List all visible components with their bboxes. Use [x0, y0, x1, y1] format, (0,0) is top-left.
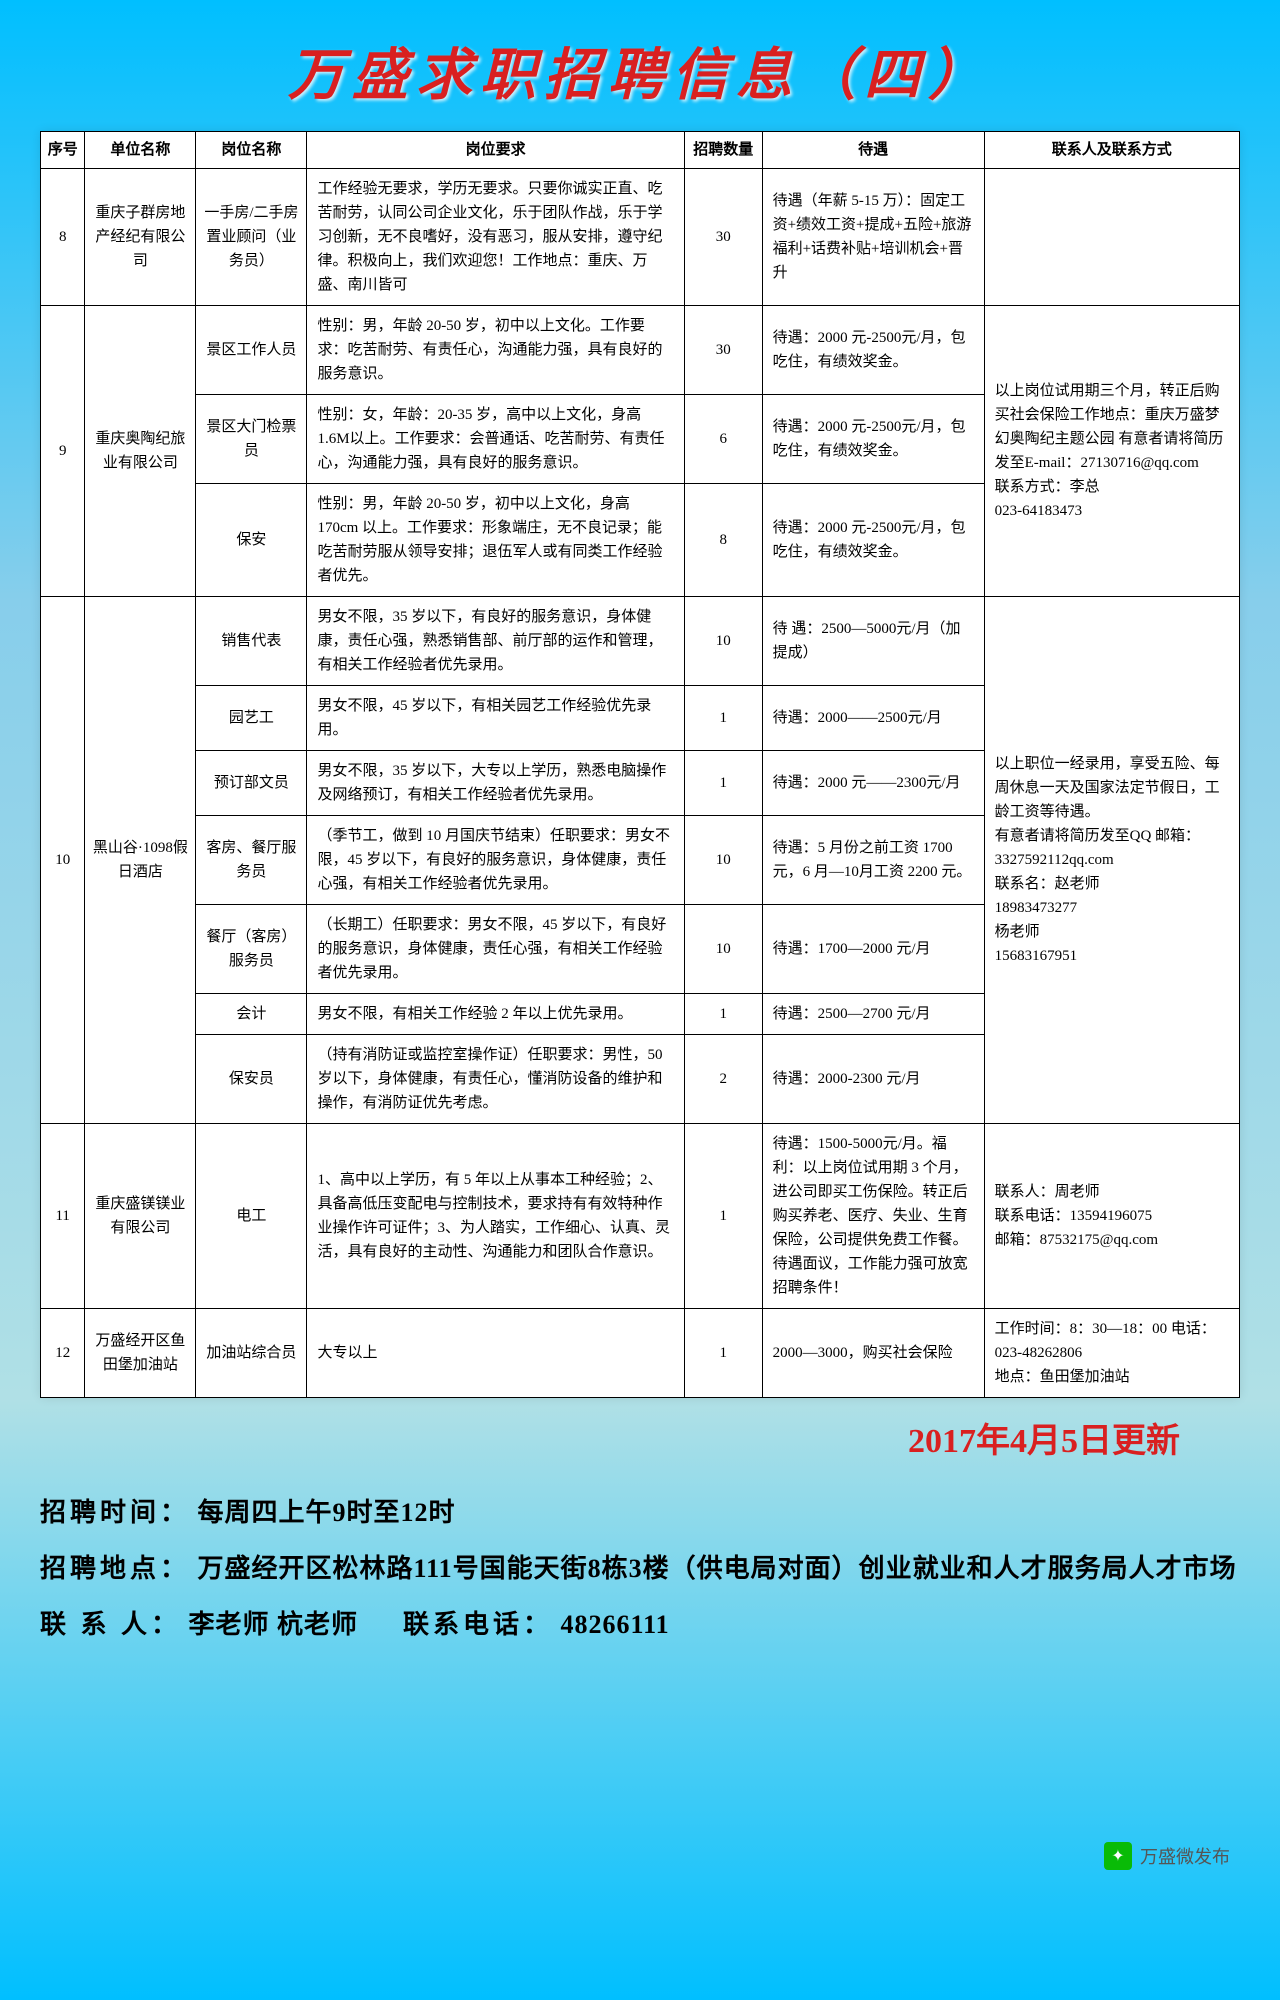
table-cell: 1	[684, 994, 762, 1035]
table-cell: 工作经验无要求，学历无要求。只要你诚实正直、吃苦耐劳，认同公司企业文化，乐于团队…	[307, 169, 684, 306]
table-cell: 重庆子群房地产经纪有限公司	[85, 169, 196, 306]
th-seq: 序号	[41, 132, 85, 169]
wechat-icon: ✦	[1104, 1842, 1132, 1870]
table-cell: 10	[684, 905, 762, 994]
table-cell: 加油站综合员	[196, 1309, 307, 1398]
table-cell: 10	[41, 597, 85, 1124]
th-position: 岗位名称	[196, 132, 307, 169]
table-cell: 景区大门检票员	[196, 395, 307, 484]
table-cell: （持有消防证或监控室操作证）任职要求：男性，50 岁以下，身体健康，有责任心，懂…	[307, 1035, 684, 1124]
watermark-text: 万盛微发布	[1140, 1843, 1230, 1869]
table-cell: 男女不限，有相关工作经验 2 年以上优先录用。	[307, 994, 684, 1035]
table-row: 10黑山谷·1098假日酒店销售代表男女不限，35 岁以下，有良好的服务意识，身…	[41, 597, 1240, 686]
table-cell: 电工	[196, 1124, 307, 1309]
table-cell: 1、高中以上学历，有 5 年以上从事本工种经验；2、具备高低压变配电与控制技术，…	[307, 1124, 684, 1309]
table-cell: 性别：女，年龄：20-35 岁，高中以上文化，身高 1.6M以上。工作要求：会普…	[307, 395, 684, 484]
table-cell: 1	[684, 686, 762, 751]
table-cell: 11	[41, 1124, 85, 1309]
table-cell: 待遇：2000——2500元/月	[762, 686, 984, 751]
table-cell: 联系人：周老师 联系电话：13594196075 邮箱：87532175@qq.…	[984, 1124, 1239, 1309]
table-cell: 待遇：2000-2300 元/月	[762, 1035, 984, 1124]
table-cell: 待遇：2000 元-2500元/月，包吃住，有绩效奖金。	[762, 395, 984, 484]
table-cell: 待遇：1500-5000元/月。福利：以上岗位试用期 3 个月，进公司即买工伤保…	[762, 1124, 984, 1309]
th-count: 招聘数量	[684, 132, 762, 169]
th-treatment: 待遇	[762, 132, 984, 169]
footer-time-value: 每周四上午9时至12时	[198, 1498, 456, 1527]
table-cell: 性别：男，年龄 20-50 岁，初中以上文化，身高 170cm 以上。工作要求：…	[307, 484, 684, 597]
footer-info: 招聘时间： 每周四上午9时至12时 招聘地点： 万盛经开区松林路111号国能天街…	[40, 1487, 1240, 1651]
table-cell: 男女不限，45 岁以下，有相关园艺工作经验优先录用。	[307, 686, 684, 751]
table-cell: 9	[41, 306, 85, 597]
page-title: 万盛求职招聘信息（四）	[40, 30, 1240, 111]
table-cell: 以上职位一经录用，享受五险、每周休息一天及国家法定节假日，工龄工资等待遇。 有意…	[984, 597, 1239, 1124]
table-cell: 待 遇：2500—5000元/月（加提成）	[762, 597, 984, 686]
table-cell: 1	[684, 1309, 762, 1398]
table-row: 8重庆子群房地产经纪有限公司一手房/二手房 置业顾问（业务员）工作经验无要求，学…	[41, 169, 1240, 306]
table-row: 11重庆盛镁镁业有限公司电工1、高中以上学历，有 5 年以上从事本工种经验；2、…	[41, 1124, 1240, 1309]
table-cell: 待遇：2000 元——2300元/月	[762, 751, 984, 816]
table-cell: （长期工）任职要求：男女不限，45 岁以下，有良好的服务意识，身体健康，责任心强…	[307, 905, 684, 994]
watermark: ✦ 万盛微发布	[1104, 1842, 1230, 1870]
table-cell: 会计	[196, 994, 307, 1035]
table-cell: 客房、餐厅服务员	[196, 816, 307, 905]
footer-contact-label: 联 系 人：	[40, 1610, 181, 1639]
footer-time-label: 招聘时间：	[40, 1498, 190, 1527]
table-cell: 重庆奥陶纪旅业有限公司	[85, 306, 196, 597]
table-cell: 保安	[196, 484, 307, 597]
th-company: 单位名称	[85, 132, 196, 169]
table-cell: 待遇（年薪 5-15 万）：固定工资+绩效工资+提成+五险+旅游福利+话费补贴+…	[762, 169, 984, 306]
table-cell: 12	[41, 1309, 85, 1398]
table-cell: 8	[684, 484, 762, 597]
footer-addr-value: 万盛经开区松林路111号国能天街8栋3楼（供电局对面）创业就业和人才服务局人才市…	[198, 1554, 1237, 1583]
job-table: 序号 单位名称 岗位名称 岗位要求 招聘数量 待遇 联系人及联系方式 8重庆子群…	[40, 131, 1240, 1398]
footer-time: 招聘时间： 每周四上午9时至12时	[40, 1487, 1240, 1539]
table-cell: 2	[684, 1035, 762, 1124]
table-cell: 1	[684, 1124, 762, 1309]
table-cell: 6	[684, 395, 762, 484]
table-cell: 30	[684, 169, 762, 306]
footer-contact-value: 李老师 杭老师	[189, 1610, 359, 1639]
table-cell: 万盛经开区鱼田堡加油站	[85, 1309, 196, 1398]
table-cell: 待遇：2000 元-2500元/月，包吃住，有绩效奖金。	[762, 484, 984, 597]
table-cell: 8	[41, 169, 85, 306]
table-cell: 1	[684, 751, 762, 816]
table-cell: 黑山谷·1098假日酒店	[85, 597, 196, 1124]
table-cell: 男女不限，35 岁以下，有良好的服务意识，身体健康，责任心强，熟悉销售部、前厅部…	[307, 597, 684, 686]
table-cell: 待遇：5 月份之前工资 1700 元，6 月—10月工资 2200 元。	[762, 816, 984, 905]
table-cell: 待遇：2000 元-2500元/月，包吃住，有绩效奖金。	[762, 306, 984, 395]
table-cell: 销售代表	[196, 597, 307, 686]
table-cell	[984, 169, 1239, 306]
table-cell: 待遇：1700—2000 元/月	[762, 905, 984, 994]
table-cell: 景区工作人员	[196, 306, 307, 395]
table-cell: 保安员	[196, 1035, 307, 1124]
table-cell: 性别：男，年龄 20-50 岁，初中以上文化。工作要求：吃苦耐劳、有责任心，沟通…	[307, 306, 684, 395]
table-cell: 预订部文员	[196, 751, 307, 816]
table-cell: 2000—3000，购买社会保险	[762, 1309, 984, 1398]
footer-phone-label: 联系电话：	[403, 1610, 553, 1639]
table-cell: 待遇：2500—2700 元/月	[762, 994, 984, 1035]
table-cell: 以上岗位试用期三个月，转正后购买社会保险工作地点：重庆万盛梦幻奥陶纪主题公园 有…	[984, 306, 1239, 597]
footer-contact-row: 联 系 人： 李老师 杭老师 联系电话： 48266111	[40, 1599, 1240, 1651]
table-cell: 10	[684, 597, 762, 686]
footer-addr: 招聘地点： 万盛经开区松林路111号国能天街8栋3楼（供电局对面）创业就业和人才…	[40, 1543, 1240, 1595]
table-cell: 大专以上	[307, 1309, 684, 1398]
table-cell: 重庆盛镁镁业有限公司	[85, 1124, 196, 1309]
table-row: 9重庆奥陶纪旅业有限公司景区工作人员性别：男，年龄 20-50 岁，初中以上文化…	[41, 306, 1240, 395]
table-cell: 30	[684, 306, 762, 395]
th-contact: 联系人及联系方式	[984, 132, 1239, 169]
header-row: 序号 单位名称 岗位名称 岗位要求 招聘数量 待遇 联系人及联系方式	[41, 132, 1240, 169]
table-row: 12万盛经开区鱼田堡加油站加油站综合员大专以上12000—3000，购买社会保险…	[41, 1309, 1240, 1398]
footer-phone-value: 48266111	[561, 1610, 670, 1639]
footer-addr-label: 招聘地点：	[40, 1554, 190, 1583]
table-cell: 男女不限，35 岁以下，大专以上学历，熟悉电脑操作及网络预订，有相关工作经验者优…	[307, 751, 684, 816]
table-cell: 工作时间：8：30—18：00 电话：023-48262806 地点：鱼田堡加油…	[984, 1309, 1239, 1398]
table-cell: 餐厅（客房）服务员	[196, 905, 307, 994]
job-table-container: 序号 单位名称 岗位名称 岗位要求 招聘数量 待遇 联系人及联系方式 8重庆子群…	[40, 131, 1240, 1398]
th-requirement: 岗位要求	[307, 132, 684, 169]
table-cell: 10	[684, 816, 762, 905]
table-cell: （季节工，做到 10 月国庆节结束）任职要求：男女不限，45 岁以下，有良好的服…	[307, 816, 684, 905]
table-cell: 园艺工	[196, 686, 307, 751]
update-date: 2017年4月5日更新	[40, 1413, 1240, 1462]
table-cell: 一手房/二手房 置业顾问（业务员）	[196, 169, 307, 306]
